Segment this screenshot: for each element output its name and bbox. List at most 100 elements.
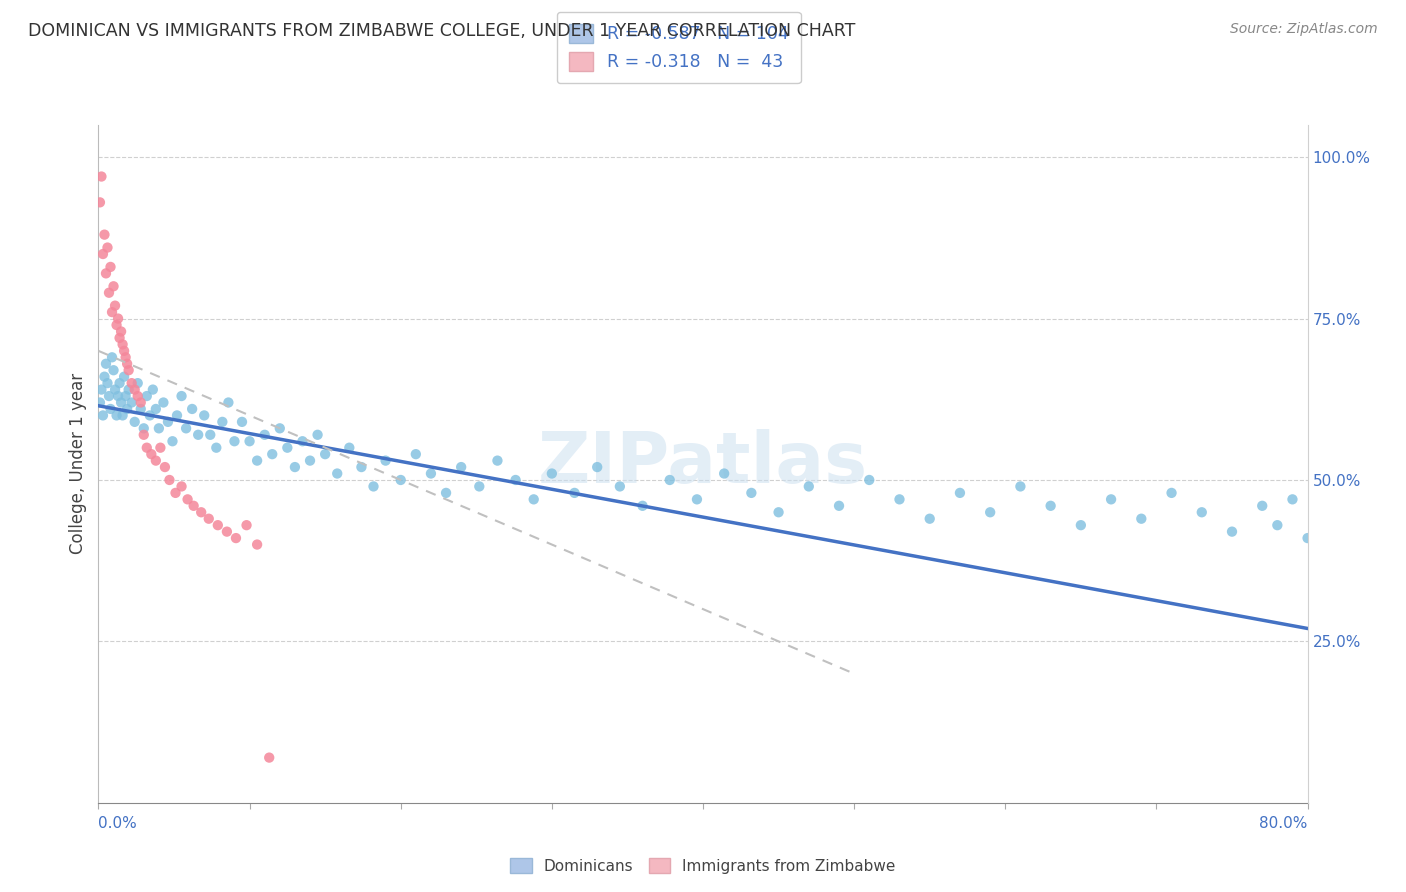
Point xyxy=(350,460,373,475)
Point xyxy=(127,389,149,403)
Point xyxy=(124,383,146,397)
Point xyxy=(262,447,284,461)
Point xyxy=(337,441,360,455)
Point xyxy=(1070,518,1092,533)
Point xyxy=(405,447,427,461)
Point xyxy=(156,415,179,429)
Point xyxy=(112,343,135,358)
Point xyxy=(107,389,129,403)
Point xyxy=(148,421,170,435)
Point xyxy=(1039,499,1062,513)
Point xyxy=(225,531,247,545)
Point xyxy=(104,383,127,397)
Point xyxy=(153,460,176,475)
Point xyxy=(768,505,790,519)
Point xyxy=(468,479,491,493)
Point xyxy=(246,537,269,551)
Point xyxy=(253,427,276,442)
Point xyxy=(135,441,157,455)
Point xyxy=(91,409,114,423)
Point xyxy=(101,305,124,319)
Point xyxy=(284,460,307,475)
Point xyxy=(949,486,972,500)
Point xyxy=(540,467,562,481)
Point xyxy=(145,453,167,467)
Point xyxy=(224,434,246,449)
Point xyxy=(110,395,132,409)
Point xyxy=(239,434,262,449)
Point xyxy=(918,512,941,526)
Point xyxy=(217,395,239,409)
Point xyxy=(828,499,851,513)
Point xyxy=(740,486,762,500)
Point xyxy=(181,401,204,416)
Point xyxy=(374,453,396,467)
Point xyxy=(797,479,820,493)
Point xyxy=(90,383,112,397)
Point xyxy=(889,492,911,507)
Point xyxy=(112,369,135,384)
Point xyxy=(110,325,132,339)
Point xyxy=(129,395,152,409)
Point xyxy=(94,266,117,280)
Text: ZIPatlas: ZIPatlas xyxy=(538,429,868,499)
Point xyxy=(98,389,121,403)
Point xyxy=(105,318,128,332)
Point xyxy=(114,351,136,365)
Point xyxy=(100,401,122,416)
Point xyxy=(1312,505,1334,519)
Point xyxy=(166,409,188,423)
Legend: Dominicans, Immigrants from Zimbabwe: Dominicans, Immigrants from Zimbabwe xyxy=(505,852,901,880)
Point xyxy=(257,750,280,764)
Point xyxy=(858,473,880,487)
Point xyxy=(101,351,124,365)
Point xyxy=(89,395,111,409)
Point xyxy=(170,479,193,493)
Point xyxy=(135,389,157,403)
Point xyxy=(420,467,443,481)
Point xyxy=(1160,486,1182,500)
Point xyxy=(93,369,115,384)
Point xyxy=(486,453,509,467)
Point xyxy=(96,376,118,391)
Point xyxy=(564,486,586,500)
Point xyxy=(215,524,238,539)
Legend: R = -0.587   N = 104, R = -0.318   N =  43: R = -0.587 N = 104, R = -0.318 N = 43 xyxy=(557,12,801,83)
Point xyxy=(111,409,134,423)
Text: 0.0%: 0.0% xyxy=(98,816,138,831)
Point xyxy=(200,427,222,442)
Point xyxy=(174,421,197,435)
Point xyxy=(269,421,291,435)
Point xyxy=(205,441,228,455)
Point xyxy=(105,409,128,423)
Text: 80.0%: 80.0% xyxy=(1260,816,1308,831)
Point xyxy=(115,357,138,371)
Point xyxy=(193,409,215,423)
Point xyxy=(98,285,121,300)
Point xyxy=(121,395,143,409)
Point xyxy=(132,427,155,442)
Point xyxy=(104,299,127,313)
Point xyxy=(118,383,141,397)
Point xyxy=(108,331,131,345)
Point xyxy=(165,486,187,500)
Point xyxy=(159,473,181,487)
Point xyxy=(89,195,111,210)
Point xyxy=(190,505,212,519)
Point xyxy=(152,395,174,409)
Point xyxy=(103,279,125,293)
Point xyxy=(314,447,336,461)
Point xyxy=(197,512,219,526)
Point xyxy=(211,415,233,429)
Point xyxy=(118,363,141,377)
Point xyxy=(1372,550,1395,565)
Point xyxy=(326,467,349,481)
Point xyxy=(170,389,193,403)
Point xyxy=(187,427,209,442)
Point xyxy=(246,453,269,467)
Point xyxy=(1281,492,1303,507)
Point xyxy=(145,401,167,416)
Point xyxy=(389,473,412,487)
Point xyxy=(127,376,149,391)
Point xyxy=(1010,479,1032,493)
